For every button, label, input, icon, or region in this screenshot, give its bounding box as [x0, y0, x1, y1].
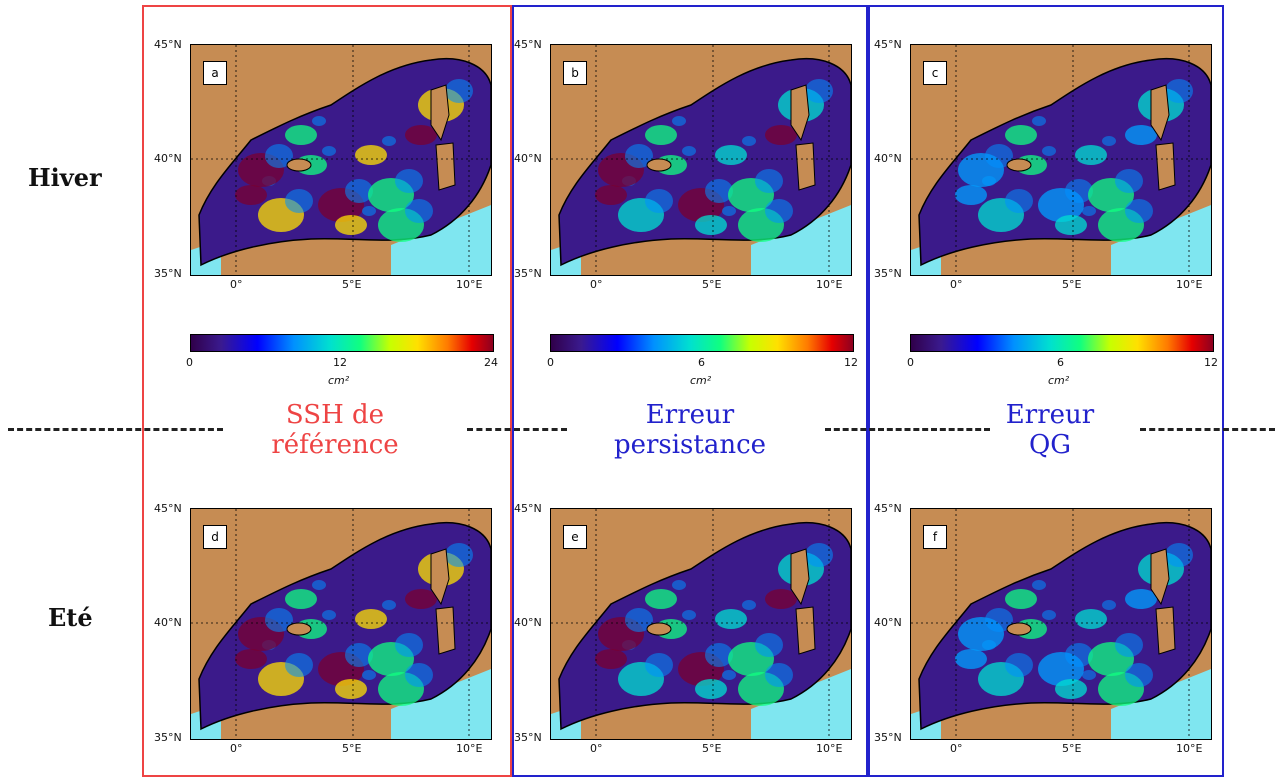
map-svg	[551, 45, 851, 275]
longitude-label: 0°	[230, 278, 243, 291]
longitude-label: 0°	[950, 278, 963, 291]
colorbar-tick: 0	[547, 356, 554, 369]
separator-dash	[825, 428, 990, 431]
latitude-label: 35°N	[154, 267, 182, 280]
latitude-label: 35°N	[874, 267, 902, 280]
colorbar-tick: 24	[484, 356, 498, 369]
panel-label: c	[923, 61, 947, 85]
column-frame-qg	[868, 5, 1224, 777]
longitude-label: 0°	[230, 742, 243, 755]
colorbar-tick: 6	[698, 356, 705, 369]
latitude-label: 45°N	[154, 38, 182, 51]
latitude-label: 40°N	[154, 152, 182, 165]
latitude-label: 45°N	[514, 502, 542, 515]
column-frame-reference	[142, 5, 512, 777]
longitude-label: 10°E	[1176, 742, 1203, 755]
latitude-label: 45°N	[514, 38, 542, 51]
map-svg	[551, 509, 851, 739]
colorbar-unit: cm²	[1048, 374, 1070, 387]
longitude-label: 10°E	[816, 742, 843, 755]
longitude-label: 10°E	[456, 742, 483, 755]
panel-label: e	[563, 525, 587, 549]
panel-label: b	[563, 61, 587, 85]
panel-label: d	[203, 525, 227, 549]
latitude-label: 45°N	[874, 502, 902, 515]
map-svg	[191, 45, 491, 275]
latitude-label: 35°N	[154, 731, 182, 744]
colorbar-unit: cm²	[690, 374, 712, 387]
map-panel: c	[910, 44, 1212, 276]
map-panel: a	[190, 44, 492, 276]
latitude-label: 35°N	[514, 267, 542, 280]
longitude-label: 10°E	[1176, 278, 1203, 291]
column-label-line: persistance	[613, 430, 767, 460]
map-panel: d	[190, 508, 492, 740]
longitude-label: 5°E	[342, 278, 362, 291]
latitude-label: 40°N	[514, 616, 542, 629]
separator-dash	[467, 428, 567, 431]
colorbar-tick: 0	[907, 356, 914, 369]
colorbar-tick: 12	[1204, 356, 1218, 369]
latitude-label: 40°N	[874, 616, 902, 629]
map-svg	[911, 509, 1211, 739]
colorbar-tick: 0	[186, 356, 193, 369]
latitude-label: 40°N	[514, 152, 542, 165]
longitude-label: 0°	[590, 742, 603, 755]
colorbar-qg	[910, 334, 1214, 352]
colorbar-tick: 12	[844, 356, 858, 369]
latitude-label: 40°N	[874, 152, 902, 165]
latitude-label: 40°N	[154, 616, 182, 629]
column-label-persistence: Erreur persistance	[590, 400, 790, 460]
latitude-label: 45°N	[874, 38, 902, 51]
longitude-label: 5°E	[702, 278, 722, 291]
column-label-reference: SSH de référence	[240, 400, 430, 460]
latitude-label: 35°N	[514, 731, 542, 744]
map-panel: b	[550, 44, 852, 276]
colorbar-persistence	[550, 334, 854, 352]
column-label-line: SSH de	[285, 400, 385, 430]
column-label-line: référence	[271, 430, 399, 460]
panel-label: a	[203, 61, 227, 85]
longitude-label: 10°E	[456, 278, 483, 291]
longitude-label: 5°E	[342, 742, 362, 755]
row-label-summer: Eté	[48, 603, 93, 632]
column-label-line: Erreur	[645, 400, 735, 430]
longitude-label: 5°E	[702, 742, 722, 755]
panel-label: f	[923, 525, 947, 549]
map-panel: f	[910, 508, 1212, 740]
latitude-label: 45°N	[154, 502, 182, 515]
row-label-winter: Hiver	[28, 163, 102, 192]
map-panel: e	[550, 508, 852, 740]
column-label-line: QG	[1028, 430, 1072, 460]
longitude-label: 5°E	[1062, 742, 1082, 755]
separator-dash	[8, 428, 223, 431]
longitude-label: 0°	[950, 742, 963, 755]
colorbar-unit: cm²	[328, 374, 350, 387]
longitude-label: 5°E	[1062, 278, 1082, 291]
latitude-label: 35°N	[874, 731, 902, 744]
map-svg	[911, 45, 1211, 275]
longitude-label: 0°	[590, 278, 603, 291]
longitude-label: 10°E	[816, 278, 843, 291]
column-label-line: Erreur	[1005, 400, 1095, 430]
column-frame-persistence	[512, 5, 868, 777]
column-label-qg: Erreur QG	[990, 400, 1110, 460]
colorbar-tick: 6	[1057, 356, 1064, 369]
colorbar-reference	[190, 334, 494, 352]
map-svg	[191, 509, 491, 739]
colorbar-tick: 12	[333, 356, 347, 369]
separator-dash	[1140, 428, 1275, 431]
